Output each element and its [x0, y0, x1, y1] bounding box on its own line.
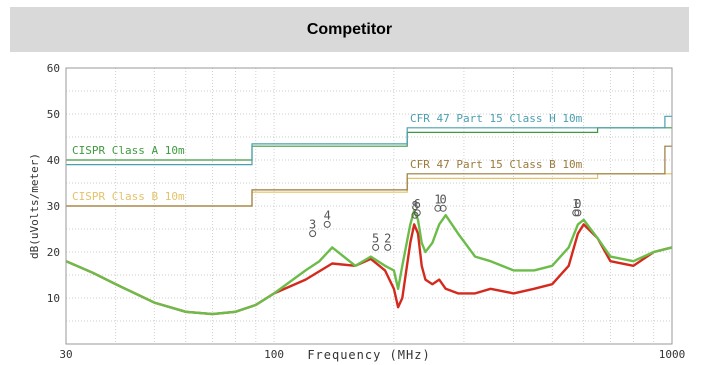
peak-marker	[574, 209, 582, 217]
peak-marker-label: 3	[309, 218, 316, 232]
marker-group: 345 286 10 10	[309, 192, 582, 251]
x-tick-label: 30	[59, 348, 72, 361]
peak-marker-label: 8	[411, 199, 418, 213]
y-tick-label: 40	[47, 154, 60, 167]
page-title: Competitor	[306, 20, 393, 38]
limit-label: CFR 47 Part 15 Class H 10m	[410, 112, 583, 125]
peak-marker-label: 0	[440, 192, 447, 206]
peak-marker-label: 1	[572, 197, 579, 211]
x-tick-label: 1000	[659, 348, 686, 361]
limit-line	[66, 115, 672, 166]
peak-marker	[372, 243, 380, 251]
limit-label: CFR 47 Part 15 Class B 10m	[410, 158, 583, 171]
peak-marker-label: 2	[384, 231, 391, 245]
y-tick-label: 50	[47, 108, 60, 121]
series-line	[65, 209, 673, 316]
y-axis-label: dB(uVolts/meter)	[28, 153, 41, 259]
peak-marker	[384, 243, 392, 251]
peak-marker	[572, 209, 580, 217]
series-group	[65, 209, 673, 316]
peak-marker	[413, 209, 421, 217]
limit-label: CISPR Class B 10m	[72, 190, 185, 203]
peak-marker	[411, 211, 419, 219]
limit-labels: CISPR Class A 10m CISPR Class B 10m CFR 47…	[72, 112, 583, 203]
y-tick-label: 30	[47, 200, 60, 213]
peak-marker-label: 1	[434, 192, 441, 206]
plot-frame	[65, 67, 673, 345]
y-tick-label: 20	[47, 246, 60, 259]
peak-marker-label: 5	[372, 231, 379, 245]
y-tick-label: 60	[47, 62, 60, 75]
peak-marker	[309, 230, 317, 238]
peak-marker-label: 0	[574, 197, 581, 211]
x-tick-label: 100	[264, 348, 284, 361]
peak-marker	[439, 204, 447, 212]
emissions-chart: CISPR Class A 10m CISPR Class B 10m CFR 47…	[28, 62, 686, 362]
limit-label: CISPR Class A 10m	[72, 144, 185, 157]
limit-lines	[66, 115, 672, 207]
peak-marker	[434, 204, 442, 212]
limit-line	[66, 145, 672, 207]
y-tick-label: 10	[47, 292, 60, 305]
peak-marker	[323, 220, 331, 228]
title-banner: Competitor	[10, 7, 689, 52]
peak-marker-label: 6	[414, 197, 421, 211]
x-axis-label: Frequency (MHz)	[307, 348, 430, 362]
peak-marker-label: 4	[324, 208, 331, 222]
